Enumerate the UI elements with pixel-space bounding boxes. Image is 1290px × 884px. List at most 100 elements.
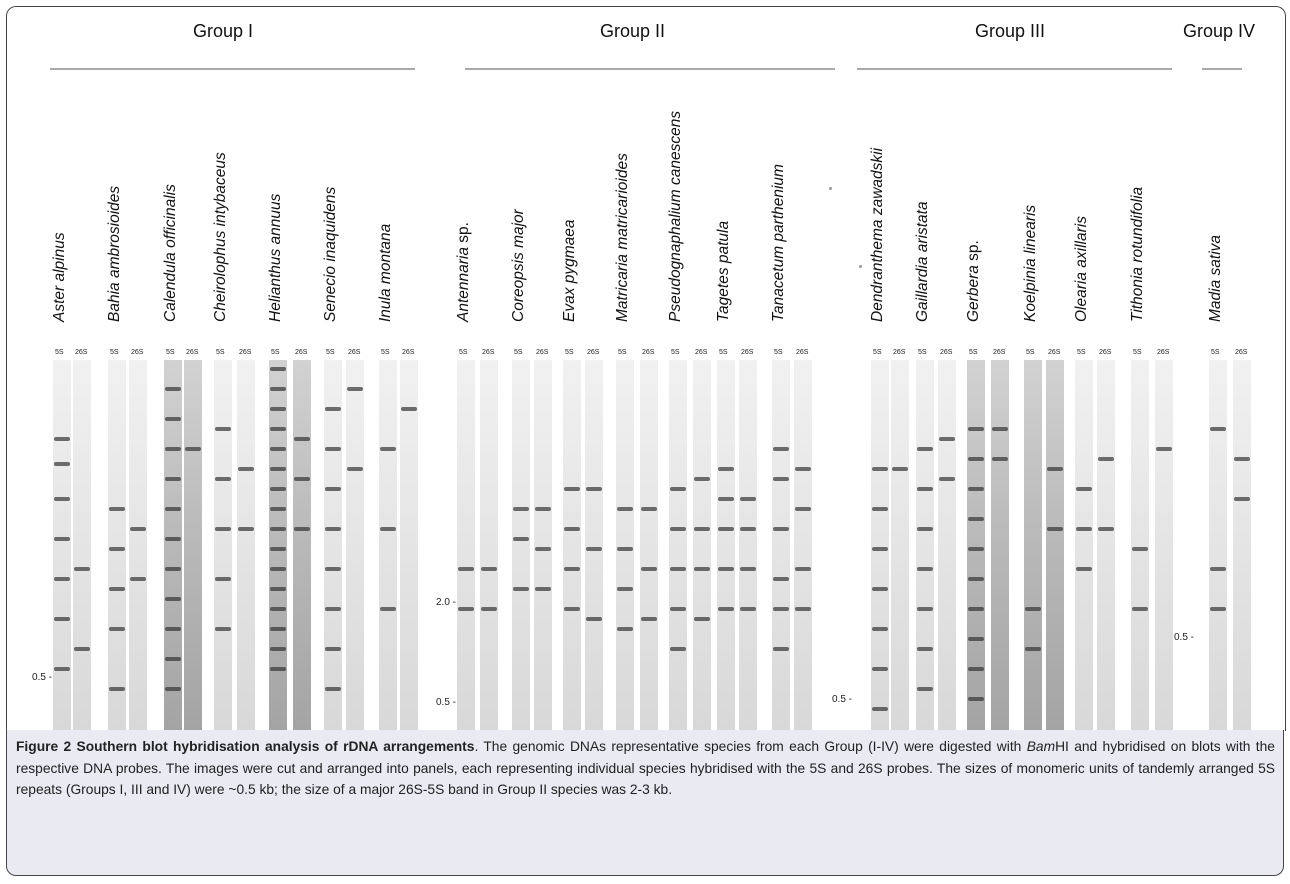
blot-lane-5s bbox=[772, 360, 790, 731]
hybridisation-band bbox=[718, 467, 734, 471]
hybridisation-band bbox=[165, 687, 181, 691]
group-2-divider bbox=[465, 68, 835, 70]
hybridisation-band bbox=[872, 467, 888, 471]
hybridisation-band bbox=[872, 507, 888, 511]
hybridisation-band bbox=[670, 607, 686, 611]
hybridisation-band bbox=[917, 447, 933, 451]
lane-label-26s: 26S bbox=[1157, 349, 1170, 356]
hybridisation-band bbox=[586, 547, 602, 551]
species-label: Tagetes patula bbox=[715, 220, 732, 322]
lane-label-26s: 26S bbox=[1235, 349, 1248, 356]
lane-label-5s: 5S bbox=[618, 349, 627, 356]
species-label: Helianthus annuus bbox=[267, 193, 284, 322]
lane-label-5s: 5S bbox=[969, 349, 978, 356]
hybridisation-band bbox=[1025, 647, 1041, 651]
hybridisation-band bbox=[917, 687, 933, 691]
lane-label-5s: 5S bbox=[1133, 349, 1142, 356]
hybridisation-band bbox=[270, 607, 286, 611]
blot-lane-5s bbox=[616, 360, 634, 731]
group-3-title: Group III bbox=[975, 21, 1046, 41]
lane-label-5s: 5S bbox=[326, 349, 335, 356]
blot-lane-26s bbox=[400, 360, 418, 731]
hybridisation-band bbox=[968, 607, 984, 611]
hybridisation-band bbox=[641, 567, 657, 571]
hybridisation-band bbox=[564, 487, 580, 491]
hybridisation-band bbox=[564, 607, 580, 611]
species-label: Gerbera sp. bbox=[965, 240, 982, 322]
hybridisation-band bbox=[109, 627, 125, 631]
blot-lane-5s bbox=[379, 360, 397, 731]
blot-lane-26s bbox=[739, 360, 757, 731]
lane-label-5s: 5S bbox=[271, 349, 280, 356]
hybridisation-band bbox=[325, 487, 341, 491]
hybridisation-band bbox=[795, 607, 811, 611]
hybridisation-band bbox=[968, 667, 984, 671]
hybridisation-band bbox=[458, 567, 474, 571]
hybridisation-band bbox=[270, 467, 286, 471]
hybridisation-band bbox=[872, 547, 888, 551]
group-4-divider bbox=[1202, 68, 1242, 70]
hybridisation-band bbox=[270, 387, 286, 391]
hybridisation-band bbox=[270, 667, 286, 671]
hybridisation-band bbox=[617, 587, 633, 591]
hybridisation-band bbox=[458, 607, 474, 611]
hybridisation-band bbox=[740, 497, 756, 501]
hybridisation-band bbox=[325, 407, 341, 411]
hybridisation-band bbox=[992, 457, 1008, 461]
blot-lane-26s bbox=[891, 360, 909, 731]
hybridisation-band bbox=[54, 667, 70, 671]
lane-label-26s: 26S bbox=[695, 349, 708, 356]
hybridisation-band bbox=[481, 567, 497, 571]
lane-label-26s: 26S bbox=[186, 349, 199, 356]
hybridisation-band bbox=[513, 587, 529, 591]
species-label: Madia sativa bbox=[1207, 234, 1224, 322]
hybridisation-band bbox=[165, 597, 181, 601]
hybridisation-band bbox=[892, 467, 908, 471]
hybridisation-band bbox=[325, 607, 341, 611]
hybridisation-band bbox=[513, 537, 529, 541]
species-label: Evax pygmaea bbox=[561, 219, 578, 322]
hybridisation-band bbox=[325, 527, 341, 531]
caption-text-1: . The genomic DNAs representative specie… bbox=[474, 739, 1027, 754]
hybridisation-band bbox=[670, 487, 686, 491]
hybridisation-band bbox=[165, 477, 181, 481]
lane-label-5s: 5S bbox=[55, 349, 64, 356]
hybridisation-band bbox=[968, 487, 984, 491]
hybridisation-band bbox=[795, 567, 811, 571]
hybridisation-band bbox=[641, 507, 657, 511]
hybridisation-band bbox=[380, 447, 396, 451]
hybridisation-band bbox=[165, 627, 181, 631]
hybridisation-band bbox=[718, 497, 734, 501]
hybridisation-band bbox=[270, 447, 286, 451]
hybridisation-band bbox=[872, 627, 888, 631]
size-marker-group-1: 0.5 - bbox=[32, 672, 53, 683]
hybridisation-band bbox=[294, 477, 310, 481]
hybridisation-band bbox=[325, 447, 341, 451]
hybridisation-band bbox=[215, 427, 231, 431]
hybridisation-band bbox=[380, 607, 396, 611]
lane-label-5s: 5S bbox=[918, 349, 927, 356]
species-label: Tanacetum parthenium bbox=[770, 164, 787, 322]
hybridisation-band bbox=[130, 527, 146, 531]
hybridisation-band bbox=[586, 487, 602, 491]
blot-lane-26s bbox=[640, 360, 658, 731]
blot-lane-5s bbox=[669, 360, 687, 731]
blot-lane-26s bbox=[1046, 360, 1064, 731]
hybridisation-band bbox=[1076, 527, 1092, 531]
hybridisation-band bbox=[968, 427, 984, 431]
blot-lane-26s bbox=[184, 360, 202, 731]
blot-lane-26s bbox=[991, 360, 1009, 731]
lane-label-5s: 5S bbox=[166, 349, 175, 356]
lane-label-26s: 26S bbox=[348, 349, 361, 356]
lane-label-26s: 26S bbox=[402, 349, 415, 356]
lane-label-5s: 5S bbox=[110, 349, 119, 356]
hybridisation-band bbox=[670, 647, 686, 651]
hybridisation-band bbox=[270, 487, 286, 491]
species-label: Pseudognaphalium canescens bbox=[667, 110, 684, 322]
lane-label-5s: 5S bbox=[1077, 349, 1086, 356]
hybridisation-band bbox=[1098, 457, 1114, 461]
lane-label-26s: 26S bbox=[1099, 349, 1112, 356]
hybridisation-band bbox=[1156, 447, 1172, 451]
hybridisation-band bbox=[968, 577, 984, 581]
hybridisation-band bbox=[917, 487, 933, 491]
